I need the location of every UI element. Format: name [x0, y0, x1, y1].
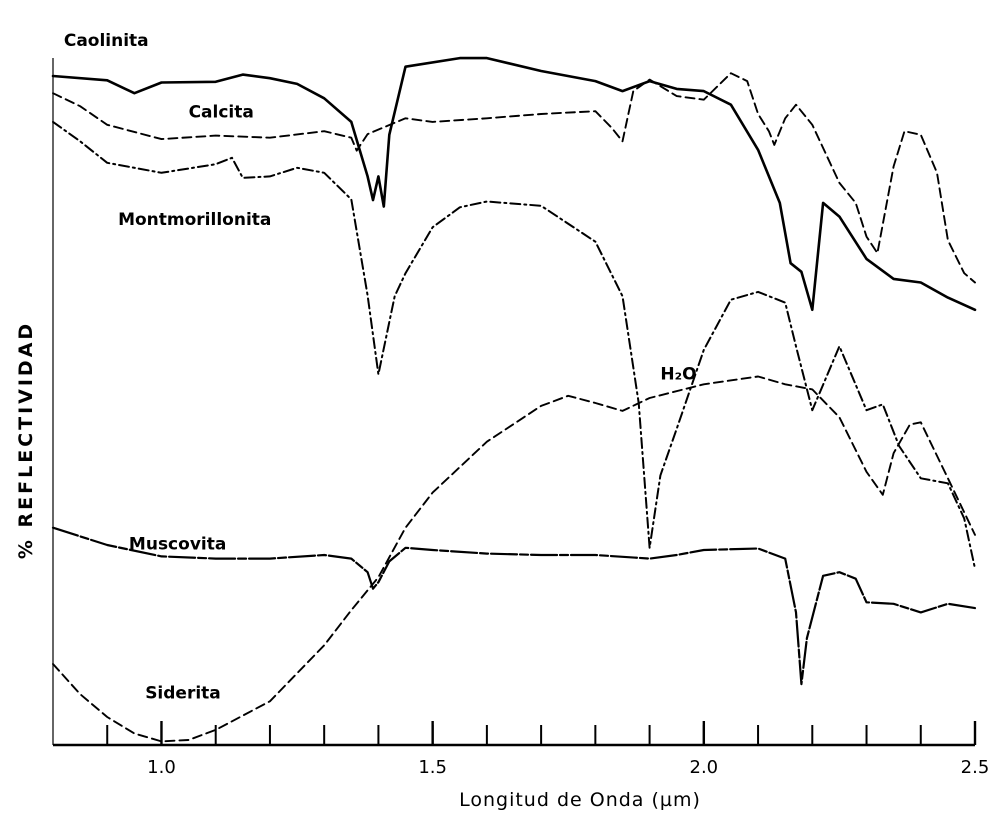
series-labels: Caolinita Calcita Montmorillonita Muscovita…: [64, 31, 697, 703]
series-label-siderita: Siderita: [145, 683, 221, 703]
series-lines: [51, 56, 977, 743]
x-axis: 1.0 1.5 2.0 2.5: [52, 58, 990, 778]
x-tick-label: 2.5: [961, 757, 990, 778]
series-line-siderita: [52, 375, 976, 743]
x-tick-label: 1.5: [418, 757, 447, 778]
series-line-montmorillonita: [52, 120, 976, 570]
series-line-muscovita: [51, 526, 977, 686]
series-label-calcita: Calcita: [189, 103, 254, 123]
x-tick-label: 2.0: [690, 757, 719, 778]
x-tick-label: 1.0: [147, 757, 176, 778]
y-axis-title: % REFLECTIVIDAD: [15, 321, 37, 559]
annotation-h2o: H₂O: [660, 364, 696, 384]
series-label-muscovita: Muscovita: [129, 534, 226, 554]
x-axis-title: Longitud de Onda (µm): [459, 789, 701, 811]
series-label-montmorillonita: Montmorillonita: [118, 210, 271, 230]
series-line-calcita: [52, 72, 976, 284]
series-line-caolinita: [51, 56, 977, 312]
series-label-caolinita: Caolinita: [64, 31, 149, 51]
